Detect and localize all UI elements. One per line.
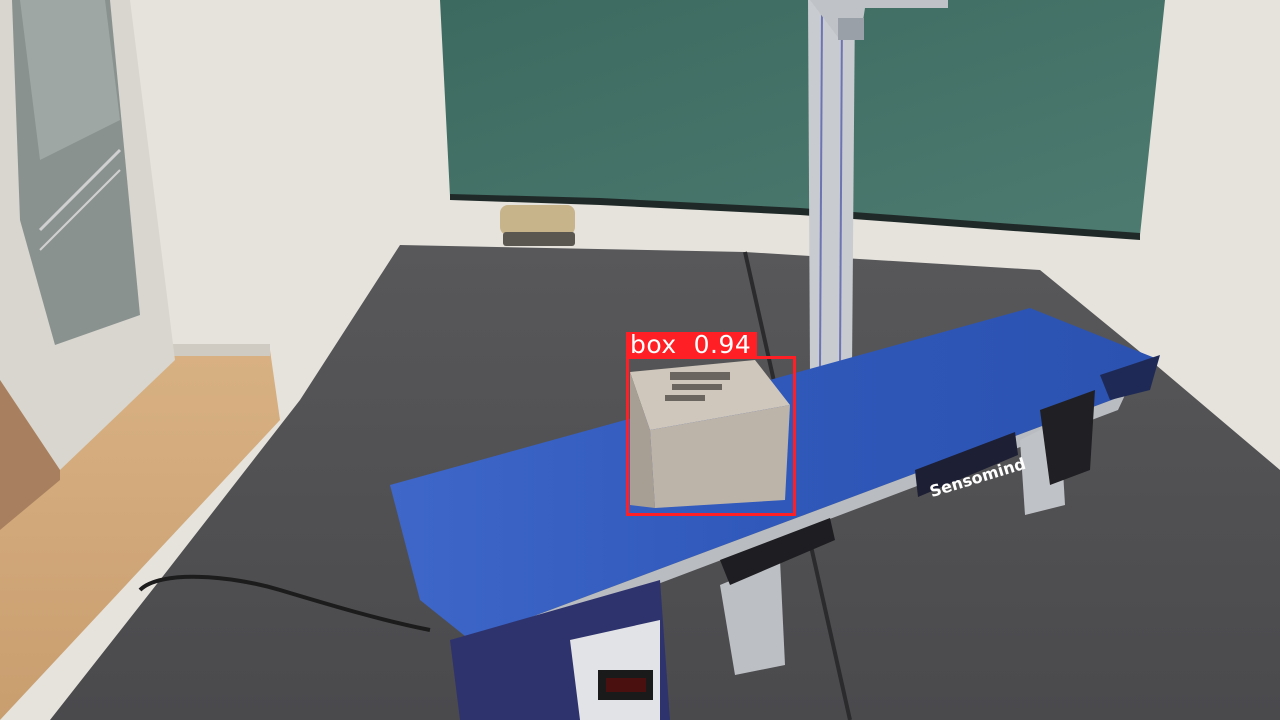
glass-door xyxy=(0,0,175,530)
conveyor-motor xyxy=(450,580,670,720)
baseboard xyxy=(170,344,270,356)
detection-bounding-box xyxy=(626,356,796,516)
cardboard-box xyxy=(630,360,790,508)
camera-stand xyxy=(808,0,948,375)
detection-label: box 0.94 xyxy=(626,330,758,359)
detection-confidence: 0.94 xyxy=(693,330,752,359)
chalkboard xyxy=(440,0,1165,240)
power-cable xyxy=(138,574,431,632)
board-eraser xyxy=(500,205,575,246)
conveyor-end-cap xyxy=(1100,355,1160,400)
conveyor-legs xyxy=(720,390,1095,675)
detection-class: box xyxy=(630,330,677,359)
brand-plate xyxy=(915,432,1018,497)
